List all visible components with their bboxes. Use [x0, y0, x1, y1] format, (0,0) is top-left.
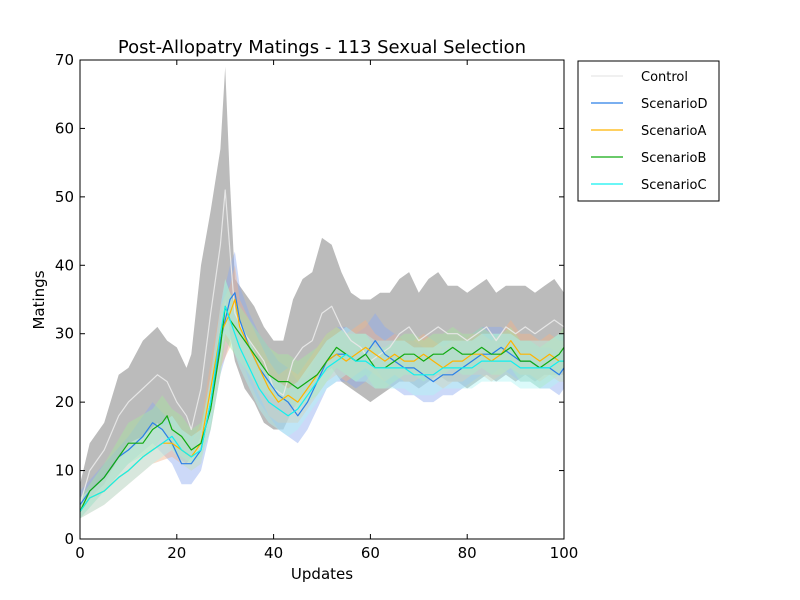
y-tick-label: 30: [55, 325, 74, 343]
x-tick-label: 60: [361, 544, 380, 562]
y-tick-label: 70: [55, 51, 74, 69]
x-tick-label: 20: [167, 544, 186, 562]
scenariob-band: [80, 279, 564, 519]
x-tick-label: 100: [550, 544, 579, 562]
legend-label-control: Control: [641, 70, 688, 85]
y-tick-label: 0: [64, 530, 74, 548]
scenariob-line: [79, 305, 565, 512]
scenarioa-band: [80, 265, 564, 519]
y-axis-label: Matings: [30, 270, 48, 329]
chart-title: Post-Allopatry Matings - 113 Sexual Sele…: [118, 37, 526, 58]
scenariod-band: [80, 251, 564, 519]
y-tick-label: 60: [55, 119, 74, 137]
legend-label-scenarioa: ScenarioA: [641, 124, 707, 139]
x-tick-label: 80: [458, 544, 477, 562]
y-tick-label: 10: [55, 462, 74, 480]
control-line: [79, 189, 565, 505]
plot-area-frame: [79, 59, 565, 540]
control-band: [80, 66, 564, 512]
y-tick-label: 40: [55, 256, 74, 274]
x-tick-label: 0: [75, 544, 85, 562]
legend: Control ScenarioD ScenarioA ScenarioB Scenar…: [577, 60, 720, 202]
confidence-bands: [80, 66, 564, 519]
axis-ticks: 0 20 40 60 80 100 0 10 20 30 40 50 60 70: [55, 51, 578, 562]
legend-label-scenarioc: ScenarioC: [641, 178, 707, 193]
legend-label-scenariod: ScenarioD: [641, 97, 708, 112]
series-lines: [79, 189, 565, 512]
y-tick-label: 20: [55, 393, 74, 411]
legend-box: [577, 60, 720, 202]
legend-label-scenariob: ScenarioB: [641, 151, 706, 166]
x-tick-label: 40: [264, 544, 283, 562]
x-axis-label: Updates: [291, 565, 353, 583]
scenarioc-band: [80, 279, 564, 519]
y-tick-label: 50: [55, 188, 74, 206]
scenarioc-line: [79, 305, 564, 512]
